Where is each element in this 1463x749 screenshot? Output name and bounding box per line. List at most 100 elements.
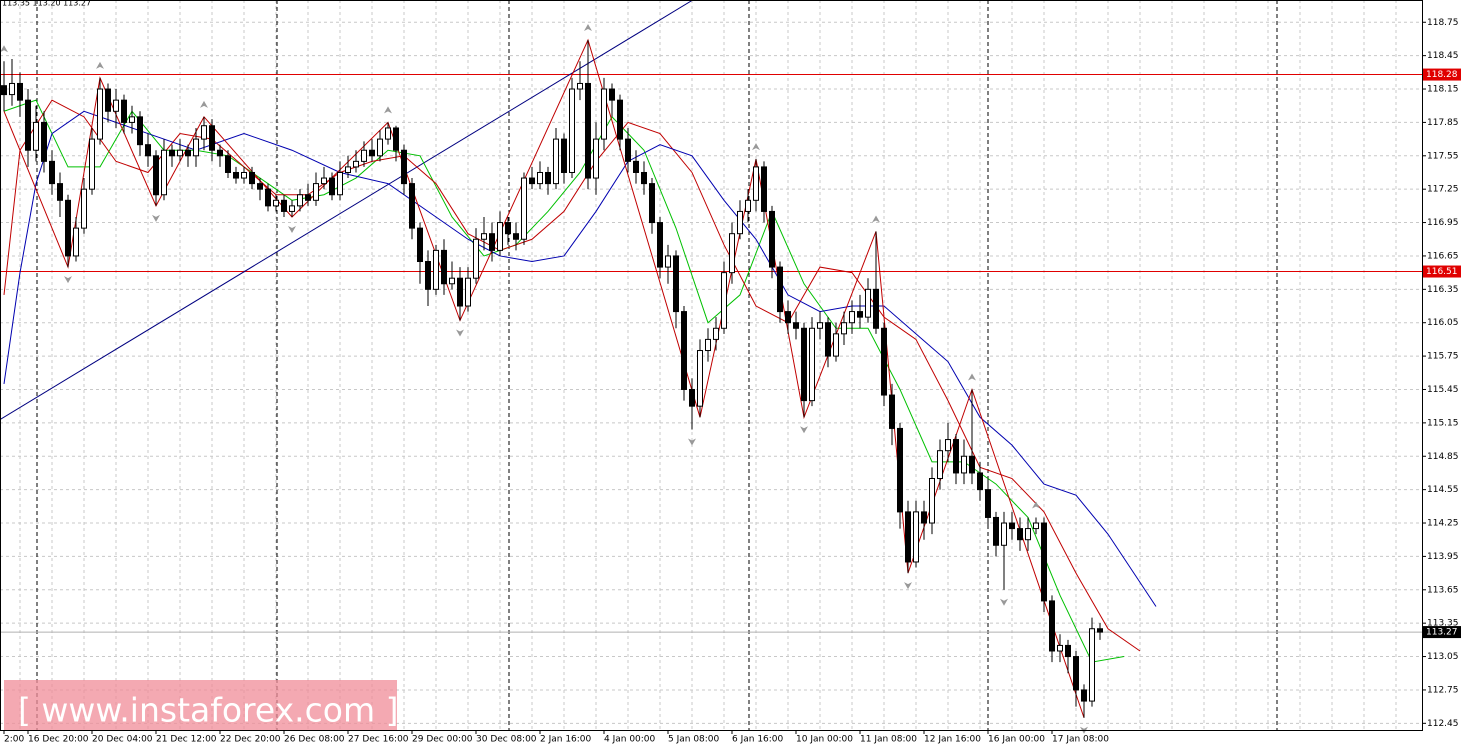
candle-body	[897, 427, 903, 513]
candle-body	[561, 138, 567, 173]
candle-body	[1081, 689, 1087, 702]
x-tick-label: 21 Dec 12:00	[156, 735, 217, 745]
fractal-up	[872, 215, 880, 223]
y-tick-label: 118.15	[1427, 85, 1459, 95]
x-tick-label: 2:00	[4, 735, 24, 745]
candle-body	[89, 138, 95, 190]
fractal-up	[96, 61, 104, 69]
candle-body	[177, 149, 183, 157]
candle-body	[9, 82, 15, 96]
candle-body	[1009, 522, 1015, 530]
candle-body	[1097, 628, 1103, 633]
candle-body	[913, 511, 919, 563]
candle-body	[761, 166, 767, 212]
candle-body	[841, 322, 847, 335]
x-tick-label: 4 Jan 00:00	[604, 735, 656, 745]
candle-body	[577, 82, 583, 90]
candle-body	[505, 222, 511, 235]
candle-body	[457, 277, 463, 307]
fractal-down	[688, 438, 696, 446]
candle-body	[753, 166, 759, 201]
fractal-up	[384, 106, 392, 114]
ohlc-info: 113.35 113.20 113.27	[2, 0, 91, 8]
candle-body	[185, 149, 191, 157]
candle-body	[777, 266, 783, 313]
x-tick-label: 12 Jan 16:00	[924, 735, 981, 745]
candle-body	[57, 183, 63, 201]
y-tick-label: 118.45	[1427, 51, 1459, 61]
candle-body	[657, 222, 663, 268]
candle-body	[729, 233, 735, 274]
candle-body	[961, 455, 967, 474]
candle-body	[809, 327, 815, 402]
candle-body	[161, 149, 167, 196]
y-tick-label: 118.75	[1427, 18, 1459, 28]
candle-body	[1057, 644, 1063, 652]
candle-body	[977, 472, 983, 491]
candle-body	[441, 249, 447, 285]
x-tick-label: 22 Dec 20:00	[220, 735, 281, 745]
bid-label: 113.27	[1426, 628, 1458, 638]
x-tick-label: 17 Jan 08:00	[1052, 735, 1109, 745]
candle-body	[297, 194, 303, 207]
y-tick-label: 113.95	[1427, 552, 1459, 562]
candle-body	[569, 88, 575, 173]
candle-body	[113, 99, 119, 112]
candle-body	[241, 171, 247, 179]
trend-line	[0, 0, 694, 420]
candle-body	[41, 121, 47, 162]
candle-body	[545, 171, 551, 185]
candle-body	[25, 99, 31, 151]
candle-body	[425, 261, 431, 290]
fractal-down	[152, 214, 160, 222]
y-tick-label: 113.65	[1427, 585, 1459, 595]
candle-body	[1017, 528, 1023, 541]
candle-body	[361, 149, 367, 162]
candle-body	[289, 205, 295, 212]
candle-body	[473, 238, 479, 279]
candle-body	[17, 82, 23, 101]
candle-body	[745, 199, 751, 212]
candle-body	[553, 138, 559, 185]
candle-body	[201, 125, 207, 140]
candle-body	[697, 350, 703, 407]
x-tick-label: 27 Dec 16:00	[348, 735, 409, 745]
candle-body	[385, 127, 391, 140]
candle-body	[825, 322, 831, 357]
candle-body	[49, 160, 55, 185]
x-tick-label: 6 Jan 16:00	[732, 735, 784, 745]
candle-body	[681, 311, 687, 390]
candle-body	[633, 160, 639, 173]
fractal-up	[584, 24, 592, 32]
candle-body	[1049, 600, 1055, 652]
y-tick-label: 117.55	[1427, 151, 1459, 161]
candle-body	[953, 439, 959, 474]
candle-body	[929, 478, 935, 524]
candle-body	[649, 183, 655, 224]
watermark: [ www.instaforex.com ]	[18, 691, 398, 730]
candle-body	[481, 233, 487, 240]
candle-body	[801, 327, 807, 402]
candle-body	[785, 311, 791, 324]
y-tick-label: 115.15	[1427, 418, 1459, 428]
bid-box	[1423, 626, 1461, 639]
candle-body	[329, 177, 335, 196]
candle-body	[257, 183, 263, 190]
fractal-down	[904, 582, 912, 590]
candle-body	[129, 116, 135, 123]
candle-body	[945, 439, 951, 452]
candle-body	[889, 394, 895, 429]
x-tick-label: 2 Jan 16:00	[540, 735, 592, 745]
y-tick-label: 117.85	[1427, 118, 1459, 128]
level-box	[1423, 265, 1461, 278]
candle-body	[281, 199, 287, 212]
fractal-down	[456, 329, 464, 337]
y-tick-label: 116.05	[1427, 318, 1459, 328]
candle-body	[353, 160, 359, 168]
candle-body	[273, 199, 279, 207]
candle-body	[33, 121, 39, 151]
candle-body	[73, 227, 79, 257]
candle-body	[769, 210, 775, 268]
